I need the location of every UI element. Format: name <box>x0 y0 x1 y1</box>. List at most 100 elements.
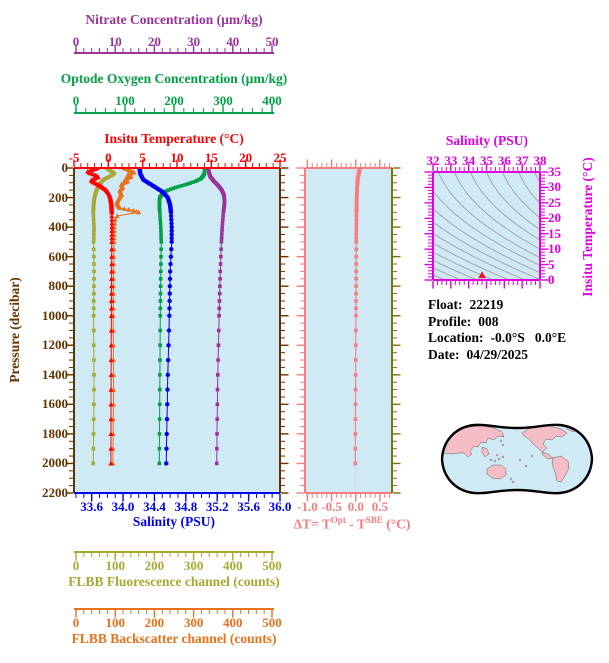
pressure-tick-label: 800 <box>48 278 69 294</box>
fluorescence-axis-title: FLBB Fluorescence channel (counts) <box>68 574 280 589</box>
main-plot-area <box>74 168 280 493</box>
map-land-southeast-asia <box>481 446 490 458</box>
map-land-south-america <box>551 455 570 483</box>
delta_t-tick-label: -0.5 <box>321 499 342 514</box>
profile-curve-temperature <box>85 168 115 466</box>
pressure-tick-label: 600 <box>48 248 69 264</box>
nitrate-tick-label: 40 <box>226 34 240 49</box>
delta-t-title-sup-opt: Opt <box>330 515 346 525</box>
oxygen-tick-label: 100 <box>115 93 135 108</box>
backscatter-tick-label: 200 <box>144 615 165 630</box>
ts_salinity-tick-label: 38 <box>533 153 547 168</box>
ts_salinity-tick-label: 32 <box>426 153 440 168</box>
temperature-axis-title: Insitu Temperature (°C) <box>104 131 244 146</box>
salinity-tick-label: 34.8 <box>174 499 198 514</box>
ts_salinity-tick-label: 35 <box>480 153 493 168</box>
ts_salinity-tick-label: 37 <box>515 153 529 168</box>
delta_t-tick-label: 0.0 <box>347 499 364 514</box>
nitrate-tick-label: 0 <box>72 34 80 49</box>
nitrate-tick-label: 10 <box>108 34 122 49</box>
plot-backgrounds <box>74 168 540 493</box>
ts_salinity-tick-label: 36 <box>497 153 511 168</box>
nitrate-tick-label: 20 <box>147 34 161 49</box>
oxygen-tick-label: 0 <box>72 93 80 108</box>
info-value: -0.0°S 0.0°E <box>490 330 567 345</box>
temperature-tick-label: -5 <box>68 150 80 165</box>
nitrate-axis-title: Nitrate Concentration (µm/kg) <box>85 12 263 27</box>
temperature-tick-label: 15 <box>204 150 218 165</box>
ts-profile-marker <box>478 271 486 279</box>
salinity-axis-title: Salinity (PSU) <box>132 514 216 529</box>
salinity-tick-label: 34.4 <box>143 499 166 514</box>
fluorescence-tick-label: 300 <box>183 558 204 573</box>
pressure-tick-label: 2000 <box>42 455 68 471</box>
delta-t-title-post: (°C) <box>382 516 411 532</box>
ts_temperature-tick-label: 30 <box>548 179 561 195</box>
fluorescence-tick-label: 200 <box>144 558 165 573</box>
map-land-central-america <box>541 451 554 460</box>
backscatter-tick-label: 500 <box>262 615 282 630</box>
map-outline <box>440 423 594 495</box>
pressure-tick-label: 2200 <box>42 485 68 500</box>
info-line: Profile: 008 <box>428 314 566 331</box>
profile-curve-fluorescence <box>91 168 117 466</box>
backscatter-axis-title: FLBB Backscatter channel (counts) <box>71 631 277 646</box>
oxygen-axis-title: Optode Oxygen Concentration (µm/kg) <box>60 71 288 86</box>
delta-t-title-sup-sbe: SBE <box>365 515 383 525</box>
ts_temperature-tick-label: 25 <box>548 194 561 210</box>
temperature-tick-label: 0 <box>105 150 112 165</box>
info-line: Float: 22219 <box>428 297 566 314</box>
ts-salinity-axis-title: Salinity (PSU) <box>445 133 529 148</box>
pressure-tick-label: 1200 <box>42 337 68 353</box>
delta-t-plot-area <box>305 168 392 493</box>
fluorescence-tick-label: 500 <box>262 558 282 573</box>
info-value: 22219 <box>469 297 504 312</box>
axes-and-ticks <box>65 44 549 618</box>
profile-curve-delta_t <box>353 168 362 466</box>
nitrate-tick-label: 30 <box>187 34 201 49</box>
ts-temperature-axis-label: Insitu Temperature (°C) <box>580 157 595 297</box>
temperature-tick-label: 5 <box>139 150 146 165</box>
salinity-tick-label: 34.0 <box>111 499 135 514</box>
pressure-tick-label: 0 <box>61 160 69 175</box>
delta-t-axis-title: ΔT= TOpt - TSBE (°C) <box>278 515 426 533</box>
pressure-tick-label: 1600 <box>42 396 68 412</box>
oxygen-tick-label: 200 <box>164 93 184 108</box>
backscatter-tick-label: 400 <box>223 615 243 630</box>
float-info-block: Float: 22219 Profile: 008 Location: -0.0°S 0.… <box>428 297 566 363</box>
info-label: Date: <box>428 346 460 362</box>
map-land-africa-edge <box>434 442 441 466</box>
nitrate-tick-label: 50 <box>265 34 279 49</box>
backscatter-tick-label: 100 <box>105 615 125 630</box>
ts_salinity-tick-label: 33 <box>444 153 458 168</box>
pressure-axis-label: Pressure (decibar) <box>7 277 22 383</box>
temperature-tick-label: 20 <box>239 150 253 165</box>
salinity-tick-label: 35.6 <box>237 499 260 514</box>
ts_temperature-tick-label: 10 <box>548 241 561 257</box>
delta-t-title-pre: ΔT= T <box>293 516 331 532</box>
delta-t-title-mid: - T <box>345 516 366 532</box>
profile-curve-nitrate <box>206 168 227 466</box>
fluorescence-tick-label: 100 <box>105 558 125 573</box>
ts_temperature-tick-label: 0 <box>548 272 555 287</box>
backscatter-tick-label: 300 <box>183 615 204 630</box>
delta_t-tick-label: -1.0 <box>297 499 318 514</box>
ts_temperature-tick-label: 20 <box>548 210 561 226</box>
pressure-tick-label: 200 <box>48 189 69 205</box>
world-map <box>434 423 594 495</box>
pressure-tick-label: 1800 <box>42 425 68 441</box>
info-line: Date: 04/29/2025 <box>428 347 566 364</box>
temperature-tick-label: 10 <box>170 150 184 165</box>
info-label: Location: <box>428 330 484 345</box>
backscatter-tick-label: 0 <box>72 615 80 630</box>
info-label: Float: <box>428 297 463 312</box>
salinity-tick-label: 33.6 <box>80 499 104 514</box>
pressure-tick-label: 1400 <box>42 366 68 382</box>
info-value: 008 <box>478 313 499 329</box>
oxygen-tick-label: 400 <box>262 93 282 108</box>
temperature-tick-label: 25 <box>273 150 287 165</box>
info-line: Location: -0.0°S 0.0°E <box>428 330 566 347</box>
oxygen-tick-label: 300 <box>213 93 233 108</box>
map-land-australia <box>486 464 507 480</box>
